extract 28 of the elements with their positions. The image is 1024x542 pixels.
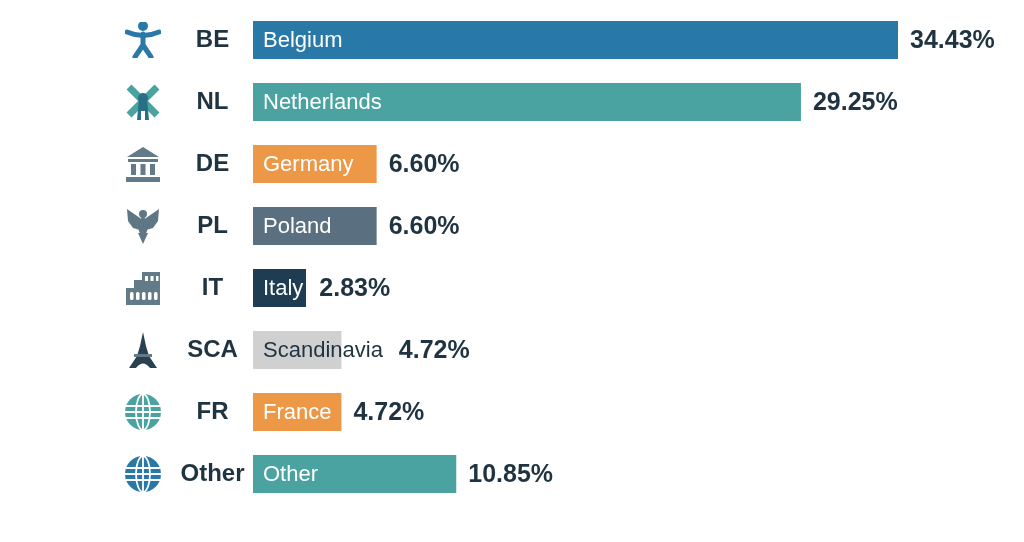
bar <box>253 455 457 493</box>
annotation: Poland <box>263 213 332 238</box>
y-tick-label: FR <box>196 397 229 424</box>
data-label: 6.60% <box>388 149 460 177</box>
y-tick-label: DE <box>195 149 230 176</box>
annotation: Other <box>263 461 319 486</box>
data-label: 2.83% <box>319 273 391 301</box>
annotation: Scandinavia <box>263 337 384 362</box>
bar <box>253 207 377 245</box>
annotation: Germany <box>263 151 354 176</box>
y-tick-label: PL <box>197 211 228 238</box>
bar <box>253 21 898 59</box>
y-tick-label: NL <box>196 87 229 114</box>
y-tick-label: IT <box>201 273 224 300</box>
data-label: 4.72% <box>398 335 470 363</box>
data-label: 34.43% <box>910 25 995 53</box>
annotation: Italy <box>263 275 304 300</box>
y-tick-label: BE <box>195 25 230 52</box>
y-tick-label: SCA <box>187 335 238 362</box>
annotation: Belgium <box>263 27 343 52</box>
data-label: 6.60% <box>388 211 460 239</box>
data-label: 29.25% <box>812 87 898 115</box>
data-label: 10.85% <box>468 459 554 487</box>
y-tick-label: Other <box>180 459 245 486</box>
annotation: Netherlands <box>263 89 382 114</box>
annotation: France <box>263 399 332 424</box>
data-label: 4.72% <box>353 397 425 425</box>
bar <box>253 83 801 121</box>
